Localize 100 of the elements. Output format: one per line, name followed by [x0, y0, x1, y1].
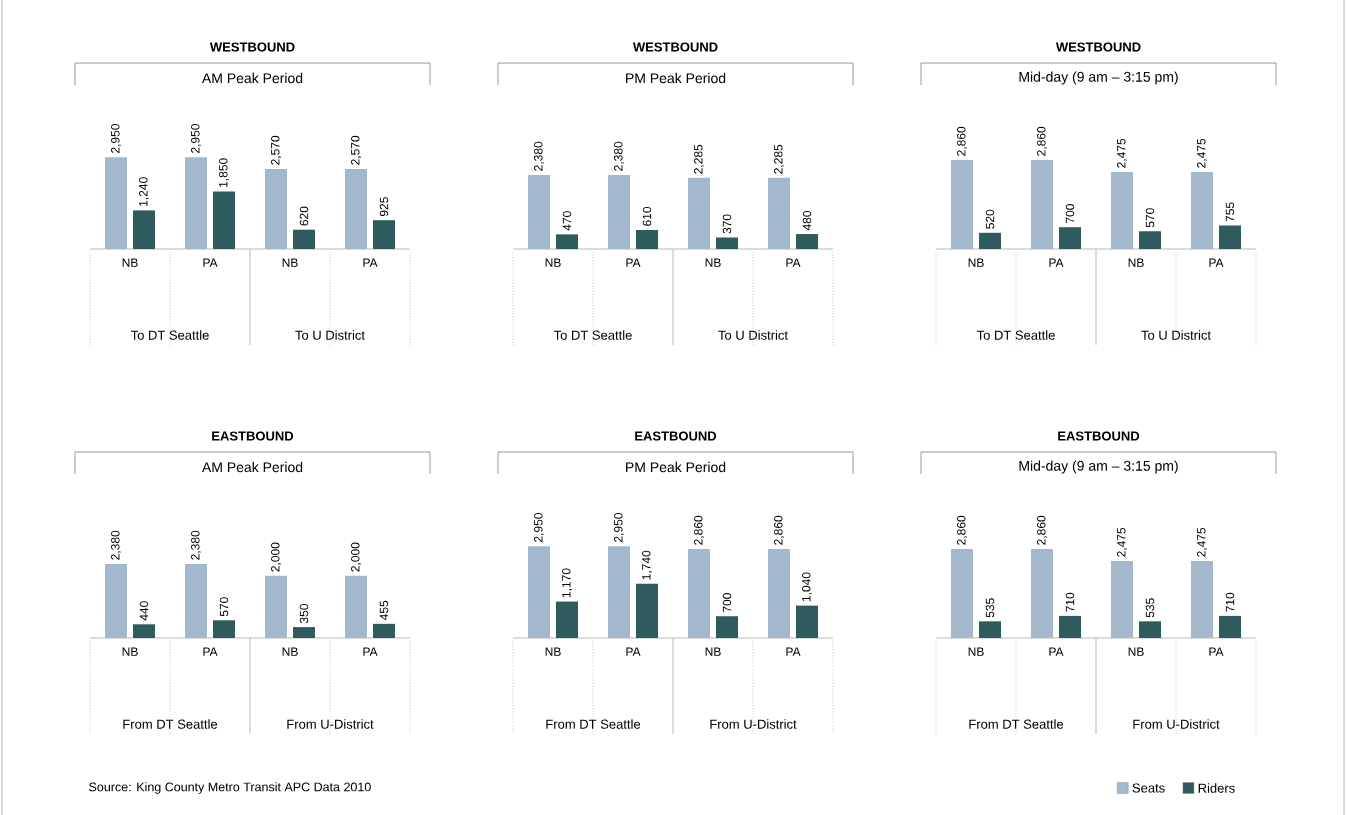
chart-title: EASTBOUND — [212, 431, 294, 441]
text: From DT Seattle — [123, 719, 218, 729]
data-label: 710 — [1065, 592, 1075, 612]
data-label: 570 — [1145, 208, 1155, 228]
text: To DT Seattle — [553, 330, 632, 340]
data-label: 2,285 — [774, 144, 784, 174]
data-label: 2,950 — [614, 513, 624, 542]
legend-label: Riders — [1198, 783, 1235, 793]
data-label: 455 — [379, 600, 389, 621]
data-label: 925 — [379, 197, 389, 217]
bar — [105, 157, 128, 250]
data-label: 470 — [562, 211, 572, 231]
x-tick-label: NB — [545, 647, 561, 656]
text: To DT Seattle — [130, 330, 209, 340]
bar — [1139, 621, 1162, 639]
x-tick-label: NB — [705, 647, 721, 656]
chart-title: WESTBOUND — [1055, 42, 1141, 52]
data-label: 2,860 — [1037, 515, 1047, 545]
data-label: 2,475 — [1197, 527, 1207, 557]
data-label: 2,950 — [534, 513, 544, 542]
bar — [979, 621, 1002, 639]
bar — [556, 601, 579, 639]
data-label: 2,860 — [694, 515, 704, 545]
bar — [608, 546, 631, 639]
data-label: 2,380 — [614, 141, 624, 171]
chart-subtitle: AM Peak Period — [201, 461, 303, 473]
bar — [716, 616, 739, 639]
bar — [1191, 560, 1214, 639]
data-label: 1,850 — [219, 158, 229, 187]
chart-subtitle: PM Peak Period — [626, 72, 726, 84]
x-tick-label: PA — [203, 647, 218, 656]
data-label: 350 — [299, 604, 309, 624]
data-label: 570 — [219, 597, 229, 617]
bar — [688, 548, 710, 639]
x-tick-label: NB — [545, 258, 561, 267]
data-label: 1,740 — [642, 550, 652, 580]
legend-label: Seats — [1132, 783, 1165, 793]
x-tick-label: PA — [363, 647, 378, 656]
data-label: 1,240 — [139, 177, 149, 206]
x-tick-label: PA — [786, 647, 801, 656]
x-tick-label: PA — [1209, 647, 1224, 656]
data-label: 440 — [139, 601, 149, 621]
data-label: 2,000 — [271, 542, 281, 572]
data-label: 2,570 — [351, 135, 361, 165]
x-tick-label: NB — [968, 258, 984, 267]
x-tick-label: NB — [705, 258, 721, 267]
bar — [133, 210, 155, 250]
bar — [373, 623, 395, 639]
data-label: 2,860 — [957, 126, 967, 156]
data-label: 1,040 — [802, 572, 812, 602]
bar — [951, 548, 974, 639]
data-label: 2,860 — [1037, 126, 1047, 156]
bar — [768, 177, 791, 250]
bar — [105, 563, 128, 639]
text: To U District — [295, 330, 365, 340]
bar — [1111, 560, 1134, 639]
data-label: 2,380 — [534, 141, 544, 171]
bar — [1219, 225, 1242, 250]
data-label: 2,285 — [694, 144, 704, 174]
x-tick-label: PA — [786, 258, 801, 267]
x-tick-label: NB — [282, 647, 298, 656]
text: From U-District — [710, 719, 797, 729]
bar — [636, 583, 659, 639]
chart-subtitle: AM Peak Period — [201, 72, 303, 84]
chart-title: WESTBOUND — [209, 42, 295, 52]
bar — [265, 168, 287, 250]
bar — [373, 220, 395, 250]
chart-title: EASTBOUND — [635, 431, 717, 441]
x-tick-label: PA — [626, 647, 641, 656]
chart-title: WESTBOUND — [632, 42, 718, 52]
x-tick-label: PA — [203, 258, 218, 267]
data-label: 2,570 — [271, 135, 281, 165]
data-label: 2,380 — [111, 530, 121, 560]
bar — [1139, 231, 1162, 250]
chart-title: EASTBOUND — [1058, 431, 1140, 441]
text: To U District — [1141, 330, 1211, 340]
bar — [1031, 548, 1054, 639]
data-label: 1,170 — [562, 568, 572, 598]
data-label: 700 — [722, 593, 732, 613]
data-label: 2,380 — [191, 530, 201, 560]
bar — [1111, 171, 1134, 250]
data-label: 2,000 — [351, 542, 361, 572]
bar — [293, 229, 315, 250]
bar — [951, 159, 974, 250]
data-label: 2,860 — [957, 515, 967, 545]
bar — [345, 575, 367, 639]
bar — [796, 234, 819, 250]
text: From U-District — [1133, 719, 1220, 729]
source-note: Source: King County Metro Transit APC Data 2010 — [89, 782, 371, 794]
x-tick-label: PA — [1049, 258, 1064, 267]
text: To U District — [718, 330, 788, 340]
data-label: 700 — [1065, 204, 1075, 224]
data-label: 610 — [642, 206, 652, 226]
x-tick-label: NB — [1128, 258, 1144, 267]
text: From DT Seattle — [546, 719, 641, 729]
text: To DT Seattle — [976, 330, 1055, 340]
x-tick-label: NB — [1128, 647, 1144, 656]
data-label: 2,950 — [191, 124, 201, 153]
bar — [979, 232, 1002, 250]
bar — [528, 174, 551, 250]
